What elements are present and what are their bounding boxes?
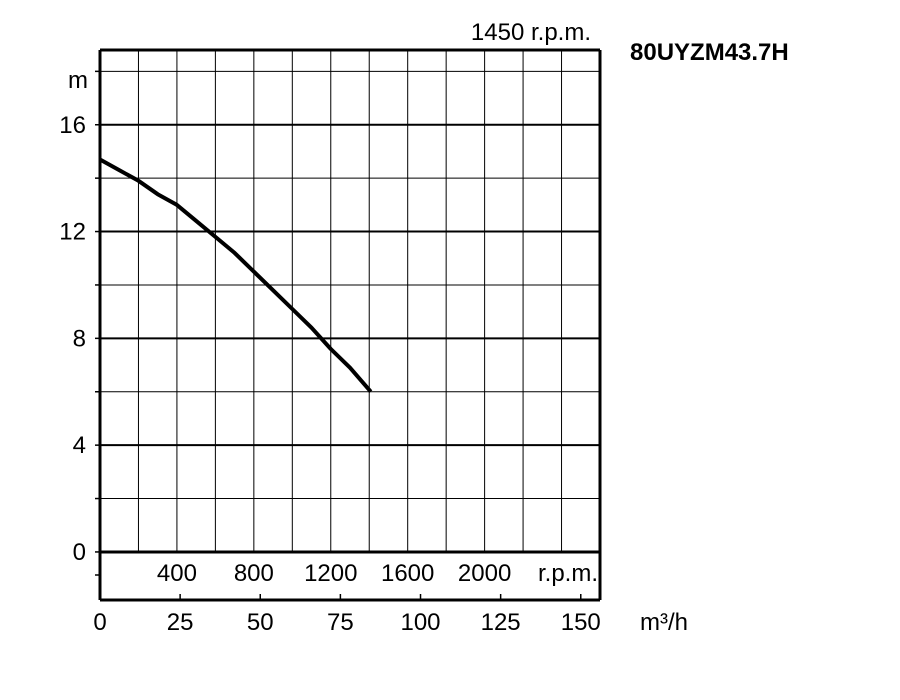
chart-title: 80UYZM43.7H bbox=[630, 39, 789, 66]
flow-scale-unit: r.p.m. bbox=[538, 560, 598, 587]
x-axis-label: m³/h bbox=[640, 609, 688, 636]
x-tick-labels: 0 25 50 75 100 125 150 bbox=[93, 609, 600, 636]
flow-scale-label: 400 bbox=[157, 560, 197, 587]
flow-scale-labels: 400 800 1200 1600 2000 r.p.m. bbox=[157, 560, 598, 587]
x-tick-label: 100 bbox=[400, 609, 440, 636]
y-tick-labels: 0 4 8 12 16 bbox=[59, 112, 86, 566]
head-curve-line bbox=[99, 157, 373, 394]
y-tick-label: 8 bbox=[73, 325, 86, 352]
plot-frame bbox=[95, 48, 602, 602]
x-tick-label: 125 bbox=[481, 609, 521, 636]
y-tick-label: 0 bbox=[73, 539, 86, 566]
flow-scale-label: 1600 bbox=[381, 560, 434, 587]
y-tick-label: 12 bbox=[59, 219, 86, 246]
x-tick-label: 25 bbox=[167, 609, 194, 636]
y-axis-label: m bbox=[68, 67, 88, 94]
speed-label: 1450 r.p.m. bbox=[471, 19, 591, 46]
x-tick-label: 0 bbox=[93, 609, 106, 636]
flow-scale-label: 2000 bbox=[458, 560, 511, 587]
x-tick-label: 50 bbox=[247, 609, 274, 636]
x-tick-label: 75 bbox=[327, 609, 354, 636]
flow-scale-label: 800 bbox=[234, 560, 274, 587]
grid bbox=[100, 50, 600, 552]
y-tick-label: 16 bbox=[59, 112, 86, 139]
flow-scale-label: 1200 bbox=[304, 560, 357, 587]
head-curve bbox=[99, 157, 373, 394]
y-tick-label: 4 bbox=[73, 432, 86, 459]
x-tick-label: 150 bbox=[561, 609, 601, 636]
